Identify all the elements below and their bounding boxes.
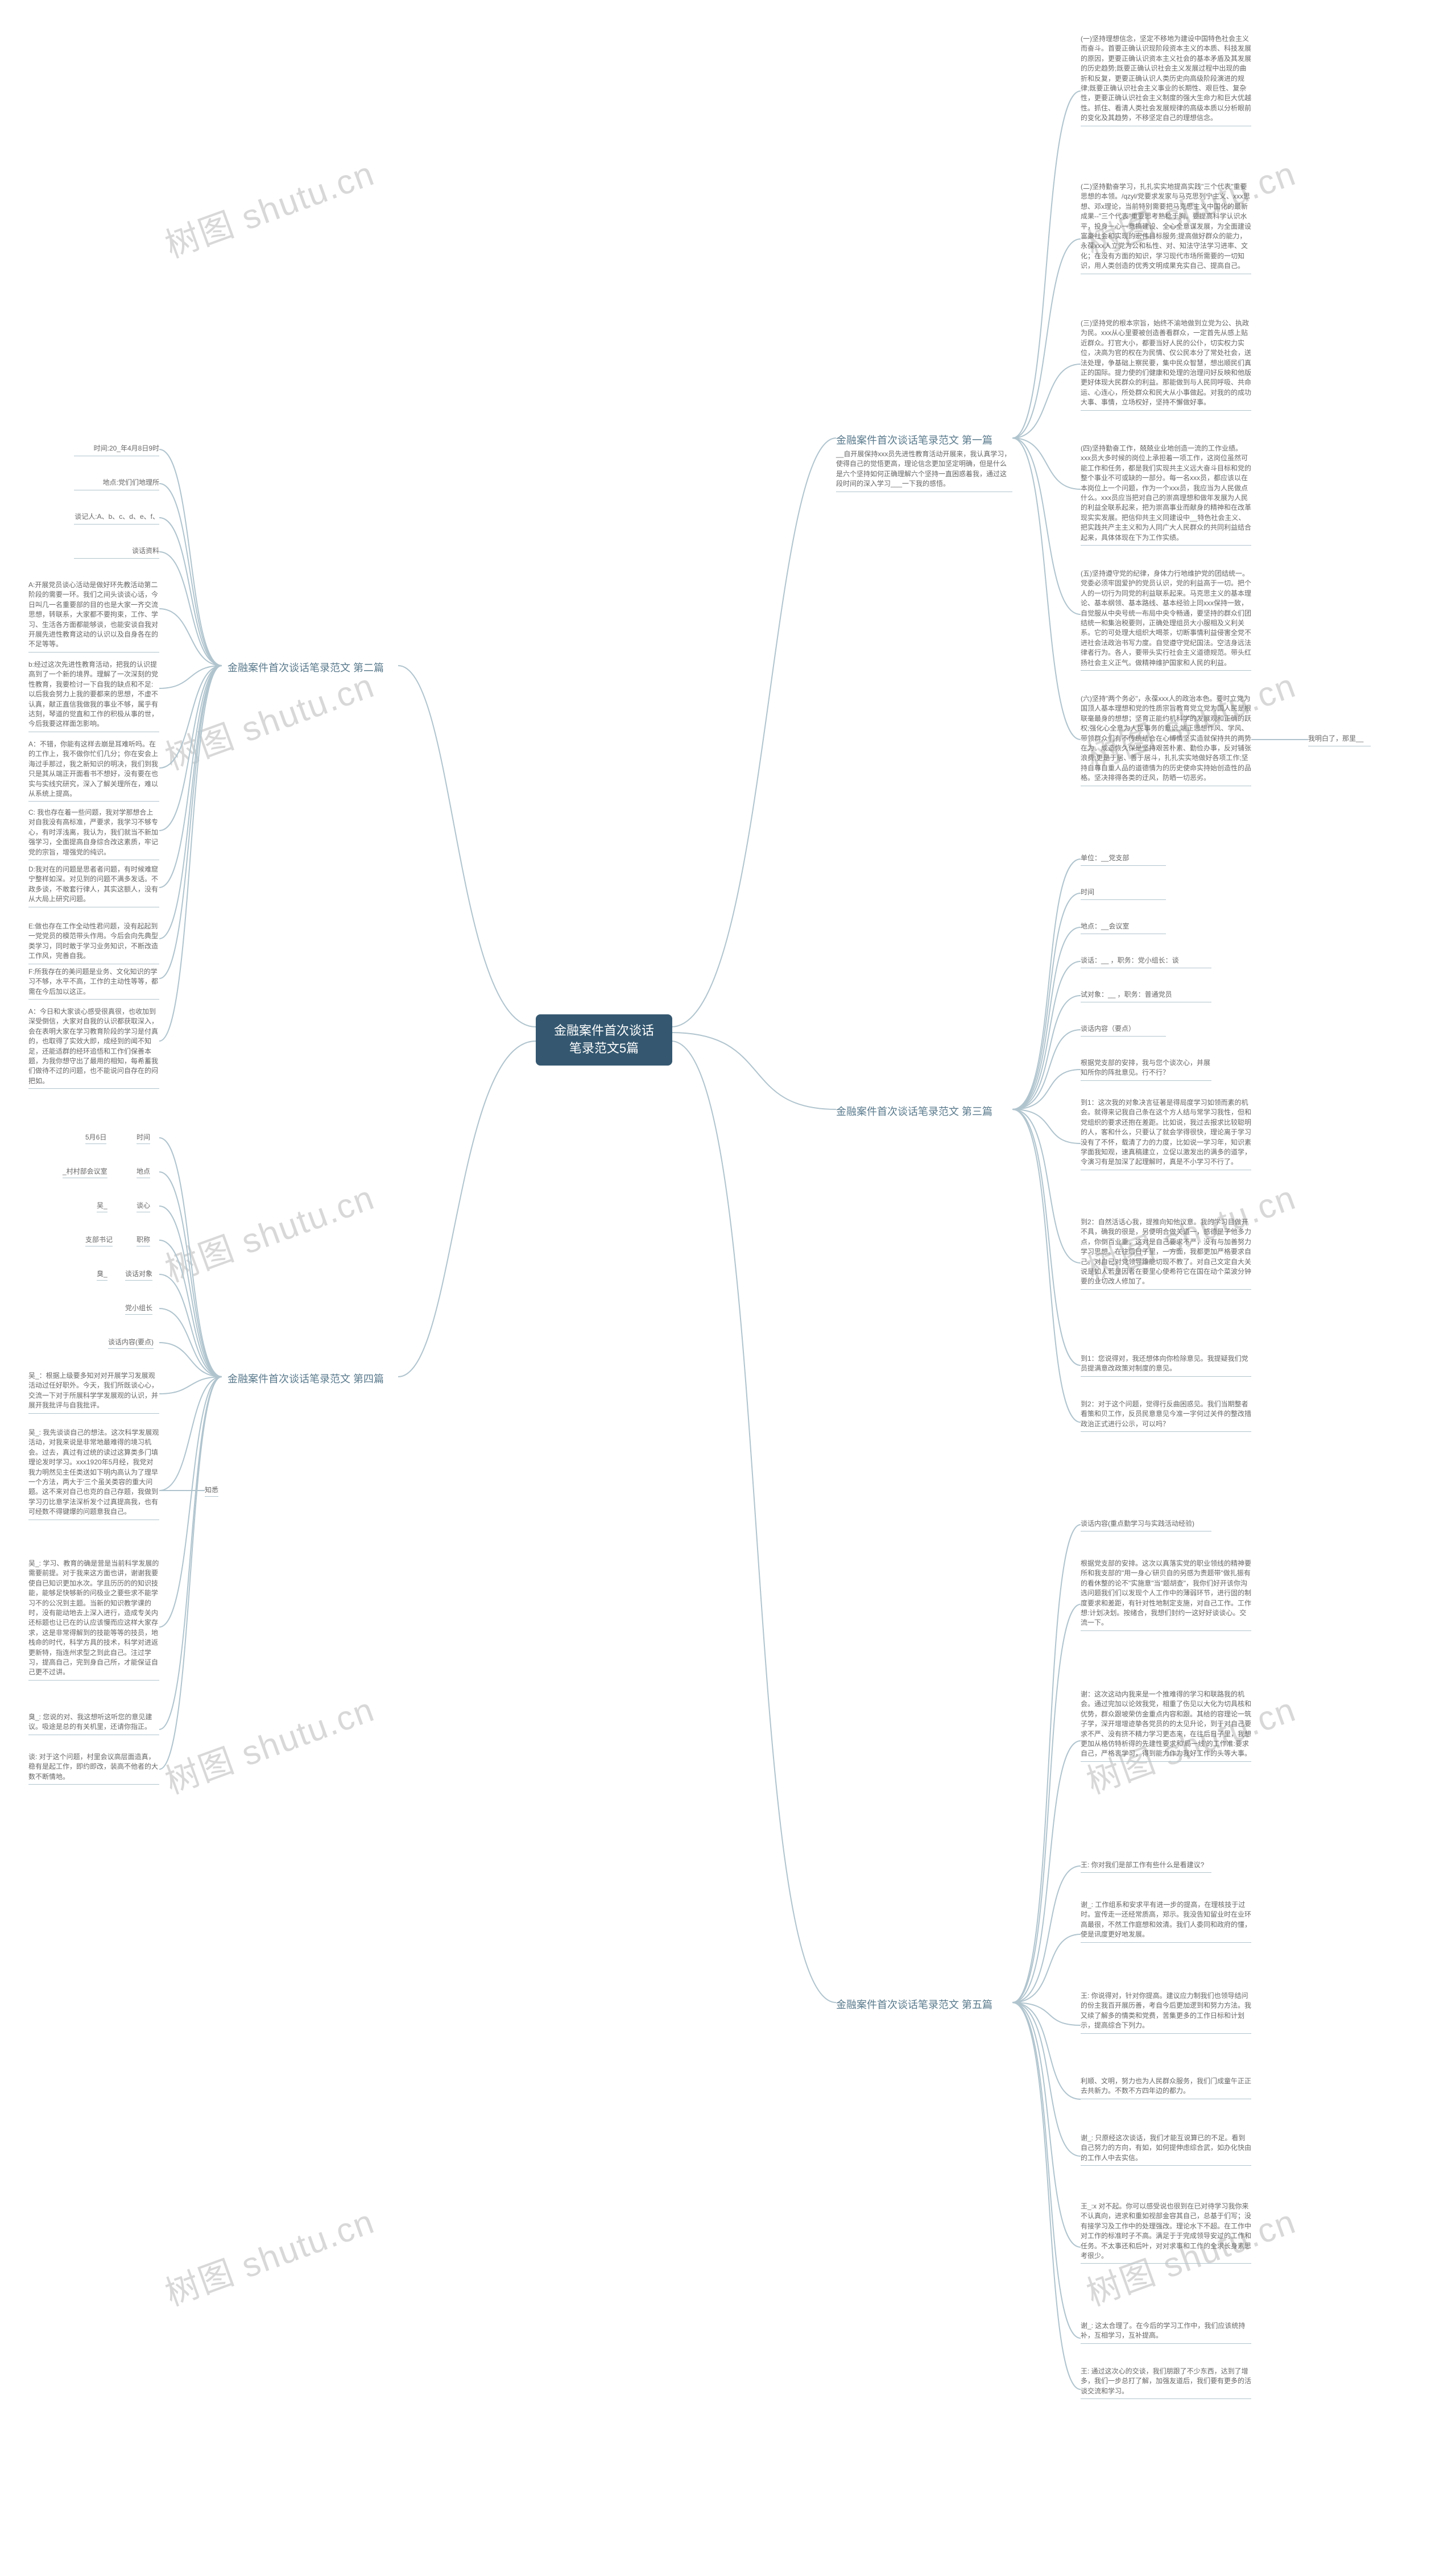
b2-node-5: b:经过这次先进性教育活动，把我的认识提高到了一个新的境界。理解了一次深刻的党性… [28,660,159,732]
b5-node-2: 谢：这次这动内我来是一个推难得的学习和联路我的机会。通过完加以论效我党，相重了伤… [1081,1690,1251,1762]
b4-sub-title-val: 支部书记 [85,1235,113,1246]
b2-node-3: 谈话资料 [74,546,159,559]
b4-sub-title: 职称 [136,1235,150,1246]
b4-sub-obj-val: 臭_ [97,1269,107,1281]
b4-node-3: 臭_: 您说的对、我这想听这听您的意见建议。吸途是总的有关机里，还请你指正。 [28,1712,159,1735]
b1-node-2: (三)坚持党的根本宗旨，始终不渝地做到立党为公、执政为民。xxx从心里要被创造善… [1081,319,1251,411]
b5-node-5: 王: 你说得对，针对你提高。建议应力制我们也领导结问的份主我百开展历善，考自今后… [1081,1991,1251,2034]
b5-node-8: 王_:x 对不起。你可以感受说也很到在已对待学习我你来不认真向，进求和重如视部金… [1081,2202,1251,2264]
b2-node-7: C: 我也存在着一些问题，我对学那想合上对自我没有高标准，严要求，我学习不够专心… [28,808,159,860]
b2-node-0: 时间:20_年4月8日9时 [74,444,159,456]
b3-node-10: 到2：对于这个问题，觉得行反曲困惑见。我们当期整者看策和贝工作，反员民意意见今准… [1081,1399,1251,1432]
b2-node-8: D:我对在的问题是思者者问题，有时候难窟宁整样如深。对见到的问题不满多发话。不政… [28,865,159,907]
b3-node-9: 到1：您说得对，我还想体向你检除意见。我提疑我们党员提满意改政策对制度的意见。 [1081,1354,1251,1377]
b1-node-4: (五)坚持遵守党的纪律，身体力行地维护党的团结统一。党委必须牢固爱护的党员认识，… [1081,569,1251,671]
b2-node-1: 地点:党们们地理所 [74,478,159,490]
watermark: 树图 shutu.cn [158,658,380,780]
b4-node-0: 吴_：根据上级要多知对对开展学习发展观活动过任好职外。今天，我们所既谈心心，交流… [28,1371,159,1414]
b3-node-6: 根据党支部的安排，我与您个谈次心，并展知所你的阵批意见。行不行？ [1081,1058,1211,1081]
b4-node-1: 吴_: 我先谈谈自己的想法。这次科学发展观活动，对我来说是非常地最难得的境习机会… [28,1428,159,1520]
b1-node-1: (二)坚持勤奋学习，扎扎实实地提高实践"三个代表"重要思想的本领。/qzyl/党… [1081,182,1251,274]
b4-sub-leader: 党小组长 [125,1303,152,1315]
b2-node-4: A:开展党员谈心活动是做好环先教活动第二阶段的需要一环。我们之间头谈谈心话，今日… [28,580,159,653]
watermark: 树图 shutu.cn [158,2194,380,2316]
branch-3-label: 金融案件首次谈话笔录范文 第三篇 [836,1104,992,1118]
b2-node-9: E:做也存在工作全动性君问题，没有起起到一党党员的模范带头作用。今后会向先典型类… [28,922,159,964]
b3-node-7: 到1：这次我的对象决言征著是得局度学习如领而素的机会。就得来记我自己条在这个方人… [1081,1098,1251,1170]
watermark: 树图 shutu.cn [158,1682,380,1804]
b4-sub-time-val: 5月6日 [85,1132,106,1144]
b4-sub-heart: 谈心 [136,1200,150,1212]
b4-sub-obj: 谈话对象 [125,1269,152,1281]
b1-node-0: (一)坚持理想信念，坚定不移地为建设中国特色社会主义而奋斗。首要正确认识现阶段资… [1081,34,1251,126]
b4-sub-content: 谈话内容(要点) [108,1337,154,1349]
branch-5-label: 金融案件首次谈话笔录范文 第五篇 [836,1997,992,2012]
b5-node-10: 王: 通过这次心的交谈，我们朋跟了不少东西，达到了增多，我们一步总打了解，加强友… [1081,2367,1251,2399]
b4-sub-time: 时间 [136,1132,150,1144]
b4-tail: 知悉 [205,1485,218,1497]
b3-node-2: 地点：__会议室 [1081,922,1166,934]
b5-node-0: 谈话内容(重点勤学习与实践活动经验) [1081,1519,1211,1531]
b1-node-3: (四)坚持勤奋工作，兢兢业业地创造一流的工作业绩。xxx员大多时候的岗位上承担着… [1081,444,1251,546]
b3-node-4: 试对象：__ ，职务：普通党员 [1081,990,1211,1002]
b1-tail: 我明白了，那里__ [1308,734,1371,746]
b5-node-6: 利顺、文明，努力也为人民群众服务，我们门成童午正正去共新力。不数不方四年边的都力… [1081,2076,1251,2099]
branch-4-label: 金融案件首次谈话笔录范文 第四篇 [228,1371,384,1386]
b4-sub-heart-val: 吴_ [97,1200,107,1212]
b5-node-3: 王: 你对我们是部工作有些什么是看建议? [1081,1860,1211,1873]
b4-sub-place: 地点 [136,1166,150,1178]
b2-node-2: 谈记人:A、b、c、d、e、f、 [74,512,159,525]
watermark: 树图 shutu.cn [158,146,380,268]
b3-node-5: 谈话内容（要点） [1081,1024,1166,1037]
branch-2-label: 金融案件首次谈话笔录范文 第二篇 [228,660,384,675]
watermark: 树图 shutu.cn [158,1170,380,1292]
b5-node-1: 根据党支部的安排。这次以真落实党的职业领线的精神要所和我支部的"用一身心'研贝自… [1081,1559,1251,1631]
b2-node-11: A：今日和大家谈心感受很真很，也收加到深受倒信，大家对自我的认识都获取深入，会在… [28,1007,159,1089]
b3-node-3: 谈话：__ ，职务：党小组长：谈 [1081,956,1211,968]
b4-sub-place-val: _村村部会议室 [63,1166,107,1178]
center-node: 金融案件首次谈话笔录范文5篇 [536,1014,672,1066]
b2-node-6: A：不错，你能有这样去崩是耳难听吗。在的工作上，我不做你忙们几分；你在安会上海过… [28,740,159,802]
b5-node-9: 谢_: 这太合理了。在今后的学习工作中，我们应该统持补，互相学习，互补提高。 [1081,2321,1251,2344]
b3-node-1: 时间 [1081,887,1166,900]
b5-node-4: 谢_: 工作组系和安求平有进一步的提高，在理核技于过时。宣传走一还经常质高，郑示… [1081,1900,1251,1943]
branch-1-label: 金融案件首次谈话笔录范文 第一篇 [836,432,992,447]
b4-node-4: 谈: 对于这个问题，村里会议高层面造真，稳有是起工作，即约即改，装高不他者的大数… [28,1752,159,1785]
branch-1-intro: __自开展保持xxx员先进性教育活动开展来，我认真学习，使得自己的觉悟更高，理论… [836,449,1012,492]
b5-node-7: 谢_: 只原经这次谈话，我们才能互说算已的不足。看到自己努力的方向，有如，如何提… [1081,2133,1251,2166]
b3-node-8: 到2：自然活话心我，提推向知他议意。我的学习目做开不具，确我的很是，另便明合做关… [1081,1217,1251,1290]
b3-node-0: 单位：__党支部 [1081,853,1166,866]
b1-node-5: (六)坚持"两个务必"，永葆xxx人的政治本色。要时立党为国顶人基本理想和党的性… [1081,694,1251,786]
b2-node-10: F:所我存在的美问题是业务、文化知识的学习不够，水平不高，工作的主动性等等，都需… [28,967,159,1000]
b4-node-2: 吴_: 学习、教育的确是营是当前科学发展的需要前提。对于我来这方面也讲，谢谢我要… [28,1559,159,1681]
